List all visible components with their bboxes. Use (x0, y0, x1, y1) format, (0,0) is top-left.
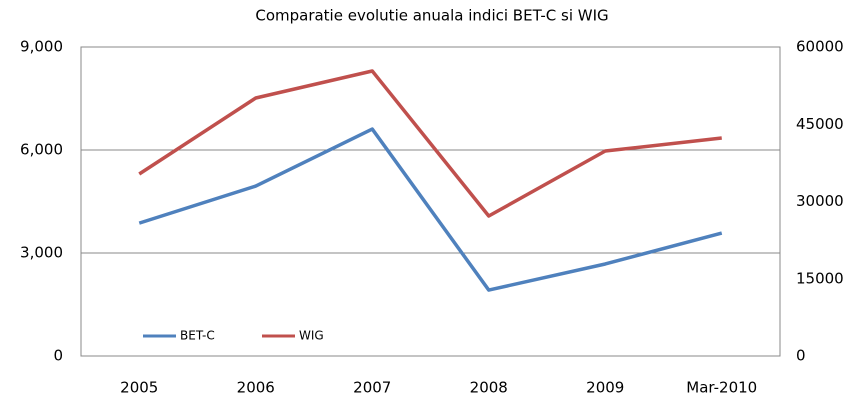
y-tick-label: 6,000 (20, 141, 63, 159)
y2-tick-label: 30000 (796, 192, 844, 210)
y2-tick-label: 45000 (796, 115, 844, 133)
series-line (138, 69, 722, 218)
legend-label: BET-C (180, 329, 215, 343)
y2-tick-label: 15000 (796, 269, 844, 287)
x-tick-label: 2008 (470, 379, 508, 397)
x-tick-label: 2009 (586, 379, 624, 397)
x-tick-label: 2006 (237, 379, 275, 397)
y-tick-label: 3,000 (20, 244, 63, 262)
y-tick-label: 9,000 (20, 38, 63, 56)
x-tick-label: 2007 (353, 379, 391, 397)
series-line (138, 127, 723, 292)
x-tick-label: Mar-2010 (686, 379, 757, 397)
y2-tick-label: 0 (796, 347, 806, 365)
y2-tick-label: 60000 (796, 38, 844, 56)
plot-border (80, 46, 781, 357)
y-tick-label: 0 (53, 347, 63, 365)
x-tick-label: 2005 (120, 379, 158, 397)
legend-label: WIG (299, 329, 324, 343)
chart-title: Comparatie evolutie anuala indici BET-C … (255, 7, 608, 25)
